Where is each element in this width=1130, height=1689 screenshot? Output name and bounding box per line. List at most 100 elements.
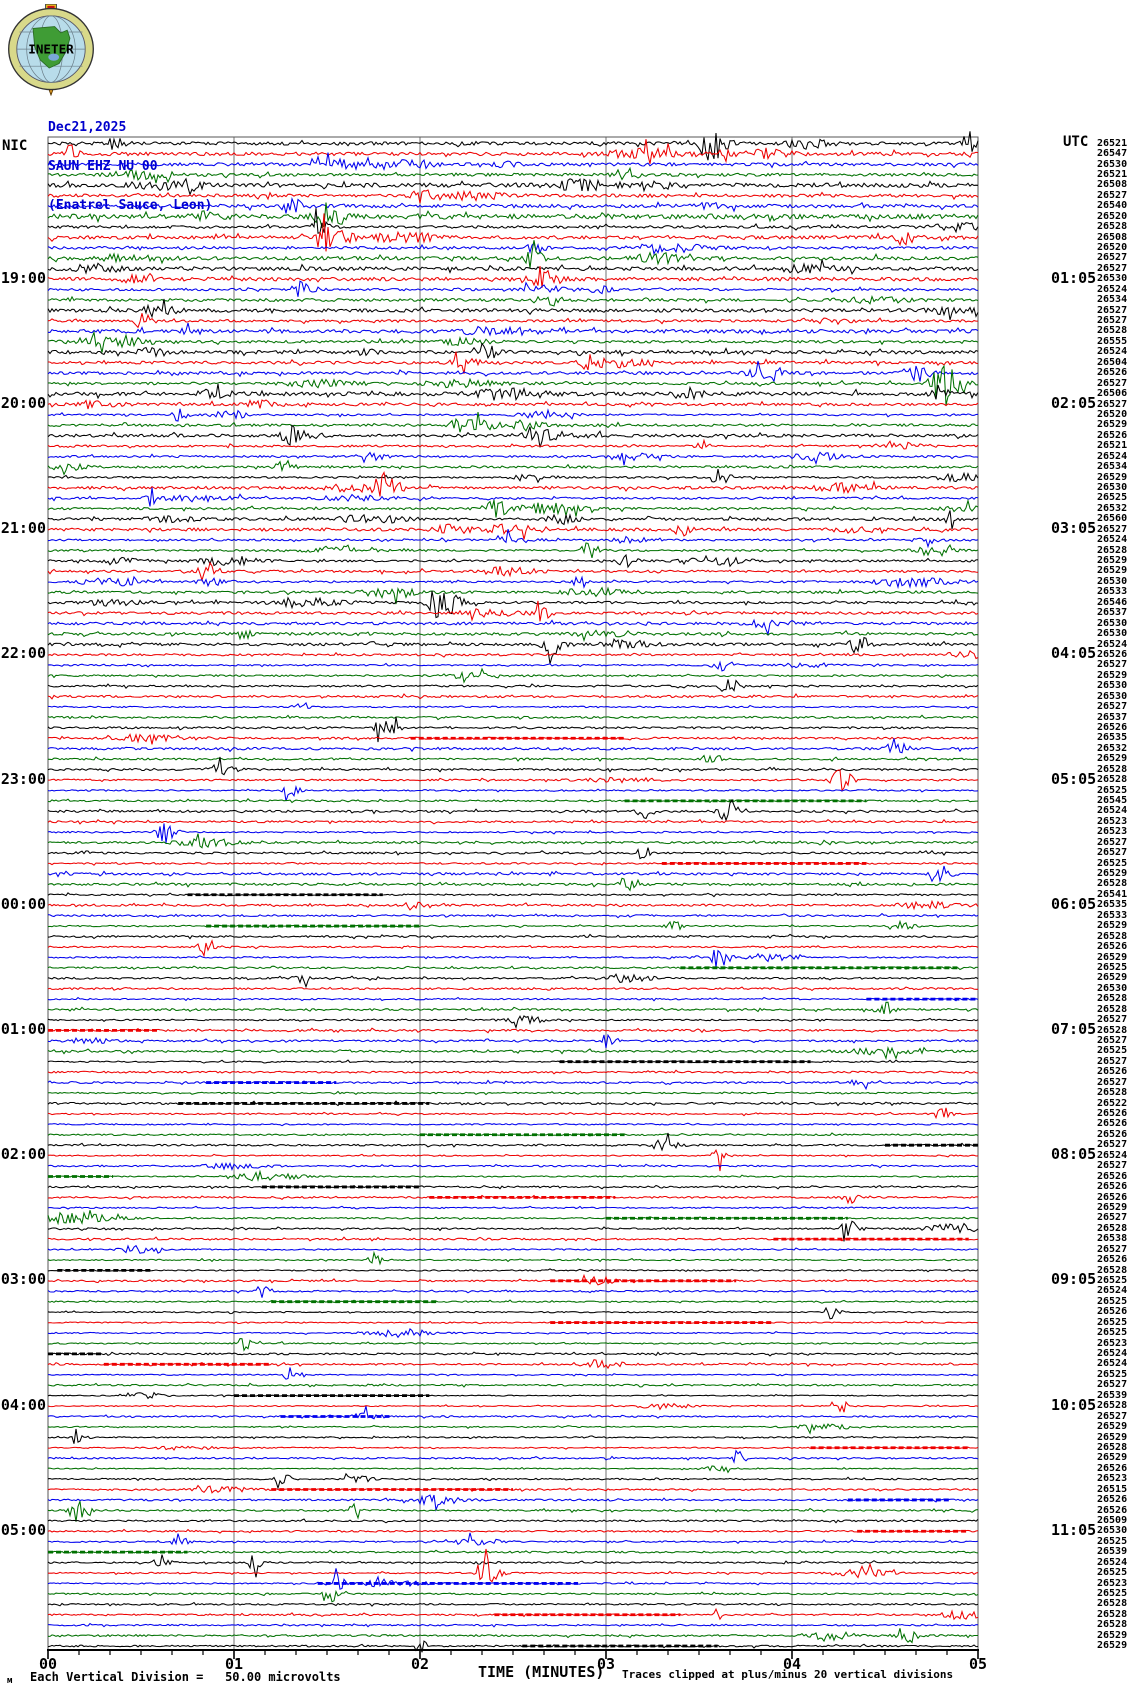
trace-value: 26526 bbox=[1097, 1494, 1128, 1506]
trace-value: 26524 bbox=[1097, 534, 1128, 546]
seismic-trace bbox=[47, 1033, 979, 1048]
seismic-trace bbox=[47, 1628, 978, 1644]
trace-value: 26525 bbox=[1097, 1368, 1128, 1380]
trace-value: 26529 bbox=[1097, 951, 1128, 963]
trace-value: 26520 bbox=[1097, 241, 1128, 253]
seismic-trace bbox=[47, 965, 979, 971]
trace-value: 26526 bbox=[1097, 429, 1128, 441]
seismic-trace bbox=[47, 1320, 979, 1325]
right-time-label: 03:05 bbox=[1051, 519, 1097, 537]
seismic-trace bbox=[47, 912, 979, 919]
seismic-trace bbox=[47, 383, 979, 402]
seismic-trace bbox=[47, 1161, 979, 1171]
seismic-trace bbox=[47, 342, 979, 360]
seismic-trace bbox=[47, 266, 979, 288]
seismic-trace bbox=[47, 919, 979, 931]
seismic-trace bbox=[47, 693, 979, 700]
trace-value: 26525 bbox=[1097, 1316, 1128, 1328]
trace-value: 26530 bbox=[1097, 273, 1128, 285]
trace-value: 26521 bbox=[1097, 168, 1128, 180]
seismic-trace bbox=[47, 1518, 979, 1524]
trace-value: 26560 bbox=[1097, 513, 1128, 525]
trace-value: 26525 bbox=[1097, 1045, 1128, 1057]
trace-value: 26528 bbox=[1097, 763, 1128, 775]
trace-value: 26529 bbox=[1097, 565, 1128, 577]
seismic-trace bbox=[47, 586, 979, 605]
right-time-label: 08:05 bbox=[1051, 1145, 1097, 1163]
trace-value: 26533 bbox=[1097, 586, 1128, 598]
trace-value: 26547 bbox=[1097, 148, 1128, 159]
x-axis-tick-label: 05 bbox=[968, 1655, 988, 1673]
trace-value: 26529 bbox=[1097, 1452, 1128, 1464]
trace-value: 26527 bbox=[1097, 1055, 1128, 1067]
seismic-trace bbox=[47, 667, 979, 684]
trace-value: 26532 bbox=[1097, 742, 1128, 754]
scale-note: Each Vertical Division = 50.00 microvolt… bbox=[30, 1670, 341, 1684]
trace-value: 26509 bbox=[1097, 1515, 1128, 1526]
trace-value: 26526 bbox=[1097, 721, 1128, 733]
trace-value: 26526 bbox=[1097, 1118, 1128, 1130]
trace-value: 26541 bbox=[1097, 888, 1128, 900]
globe-logo-graphic: INETER bbox=[8, 3, 94, 97]
trace-value: 26546 bbox=[1097, 596, 1128, 608]
scale-glyph: м bbox=[7, 1676, 13, 1686]
trace-value: 26527 bbox=[1097, 1014, 1128, 1026]
seismic-trace bbox=[47, 996, 979, 1002]
trace-value: 26528 bbox=[1097, 1608, 1128, 1620]
seismic-trace bbox=[47, 322, 979, 337]
trace-value: 26534 bbox=[1097, 294, 1128, 306]
seismic-trace bbox=[47, 313, 978, 329]
seismic-trace bbox=[47, 1328, 979, 1339]
trace-value: 26555 bbox=[1097, 335, 1128, 347]
trace-value: 26524 bbox=[1097, 1348, 1128, 1359]
trace-value: 26525 bbox=[1097, 1275, 1128, 1286]
trace-value: 26528 bbox=[1097, 1024, 1128, 1036]
trace-value: 26527 bbox=[1097, 701, 1128, 713]
seismic-trace bbox=[47, 152, 979, 172]
seismic-trace bbox=[47, 399, 979, 410]
trace-value: 26538 bbox=[1097, 1233, 1128, 1245]
seismic-trace bbox=[47, 240, 979, 269]
trace-value: 26530 bbox=[1097, 982, 1128, 994]
trace-value: 26526 bbox=[1097, 1504, 1128, 1516]
trace-value: 26535 bbox=[1097, 899, 1128, 911]
seismic-trace bbox=[47, 600, 979, 622]
seismic-trace bbox=[48, 754, 979, 763]
trace-value: 26527 bbox=[1097, 252, 1128, 264]
seismic-trace bbox=[47, 733, 979, 745]
seismic-trace bbox=[47, 1400, 979, 1413]
seismic-trace bbox=[48, 769, 979, 792]
seismic-trace bbox=[47, 1640, 979, 1653]
seismic-trace bbox=[47, 1205, 979, 1210]
left-time-label: 00:00 bbox=[0, 895, 46, 913]
seismic-trace bbox=[47, 1428, 979, 1444]
seismic-trace bbox=[47, 529, 979, 549]
seismic-trace bbox=[47, 714, 979, 721]
seismic-trace bbox=[47, 1244, 979, 1254]
trace-value: 26530 bbox=[1097, 690, 1128, 702]
trace-value: 26526 bbox=[1097, 367, 1128, 379]
trace-value: 26522 bbox=[1097, 1097, 1128, 1109]
seismic-trace bbox=[47, 1601, 979, 1607]
trace-value: 26528 bbox=[1097, 1003, 1128, 1015]
seismic-trace bbox=[47, 1465, 979, 1474]
seismic-trace bbox=[47, 847, 979, 860]
seismic-trace bbox=[47, 833, 979, 849]
seismic-trace bbox=[47, 523, 979, 540]
trace-value: 26526 bbox=[1097, 941, 1128, 953]
trace-value: 26520 bbox=[1097, 408, 1128, 420]
seismic-trace bbox=[47, 1494, 979, 1512]
trace-value: 26508 bbox=[1097, 231, 1128, 243]
seismic-trace bbox=[47, 1069, 979, 1075]
seismic-trace bbox=[47, 197, 979, 214]
trace-value: 26528 bbox=[1097, 930, 1128, 942]
x-axis-tick-label: 02 bbox=[410, 1655, 430, 1673]
trace-value: 26529 bbox=[1097, 1421, 1128, 1432]
trace-value: 26528 bbox=[1097, 1264, 1128, 1276]
left-time-label: 22:00 bbox=[0, 644, 46, 662]
seismic-trace bbox=[47, 1351, 979, 1357]
seismic-trace bbox=[47, 1589, 979, 1603]
seismic-trace bbox=[47, 1622, 979, 1628]
trace-value: 26527 bbox=[1097, 1139, 1128, 1151]
seismic-trace bbox=[47, 1250, 979, 1266]
